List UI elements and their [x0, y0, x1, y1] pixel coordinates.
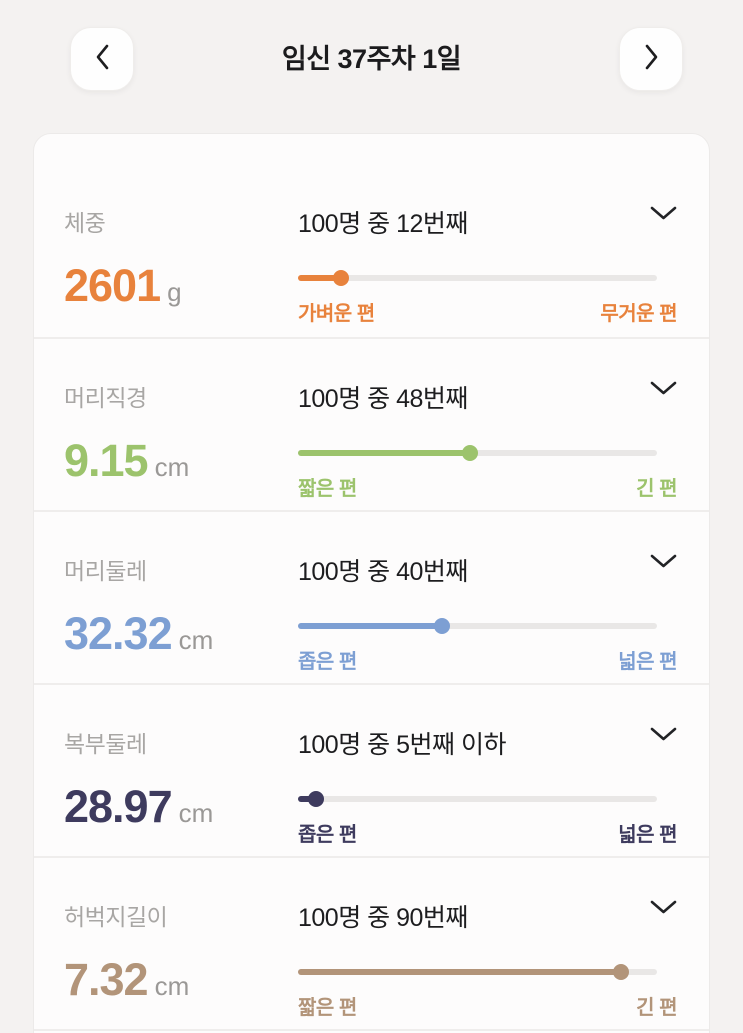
metric-value: 9.15: [64, 435, 149, 486]
scale-left-label: 좁은 편: [298, 824, 357, 846]
metric-unit: cm: [178, 625, 214, 655]
metric-value: 28.97: [64, 781, 173, 832]
percentile-slider: [298, 445, 657, 461]
metric-label: 체중: [64, 210, 106, 236]
chevron-right-icon: [644, 44, 659, 75]
chevron-down-icon: [650, 206, 677, 224]
scale-right-label: 무거운 편: [600, 303, 677, 325]
chevron-down-icon: [650, 900, 677, 918]
slider-track: [298, 275, 657, 281]
percentile-text: 100명 중 40번째: [298, 558, 468, 586]
metric-summary: 머리직경 9.15 cm: [64, 379, 298, 510]
slider-handle: [333, 270, 350, 286]
scale-left-label: 가벼운 편: [298, 303, 375, 325]
percentile-slider: [298, 270, 657, 286]
percentile-text: 100명 중 12번째: [298, 210, 468, 238]
slider-handle: [433, 618, 450, 634]
metric-row-head-diameter: 머리직경 9.15 cm 100명 중 48번째 짧은 편 긴 편: [34, 337, 709, 510]
slider-fill: [298, 275, 342, 281]
metric-row-weight: 체중 2601 g 100명 중 12번째 가벼운 편 무거운 편: [34, 164, 709, 337]
percentile-slider: [298, 618, 657, 634]
percentile-text: 100명 중 48번째: [298, 385, 468, 413]
metric-label: 머리직경: [64, 385, 147, 411]
scale-left-label: 짧은 편: [298, 478, 357, 500]
slider-fill: [298, 623, 442, 629]
percentile-slider: [298, 964, 657, 980]
metric-unit: cm: [178, 798, 214, 828]
metric-summary: 머리둘레 32.32 cm: [64, 552, 298, 683]
scale-right-label: 긴 편: [636, 997, 677, 1019]
expand-button[interactable]: [650, 379, 677, 399]
percentile-text: 100명 중 5번째 이하: [298, 731, 506, 759]
slider-handle: [307, 791, 324, 807]
fetal-measurements-card: 체중 2601 g 100명 중 12번째 가벼운 편 무거운 편 머: [33, 133, 710, 1033]
expand-button[interactable]: [650, 552, 677, 572]
expand-button[interactable]: [650, 204, 677, 224]
metric-label: 복부둘레: [64, 731, 147, 757]
metric-row-abdomen-circumference: 복부둘레 28.97 cm 100명 중 5번째 이하 좁은 편 넓은 편: [34, 683, 709, 856]
chevron-down-icon: [650, 381, 677, 399]
metric-label: 허벅지길이: [64, 904, 168, 930]
metric-unit: cm: [154, 452, 190, 482]
slider-handle: [462, 445, 479, 461]
metric-summary: 허벅지길이 7.32 cm: [64, 898, 298, 1029]
metric-unit: cm: [154, 971, 190, 1001]
expand-button[interactable]: [650, 725, 677, 745]
slider-track: [298, 796, 657, 802]
slider-handle: [613, 964, 630, 980]
expand-button[interactable]: [650, 898, 677, 918]
slider-fill: [298, 450, 471, 456]
next-day-button[interactable]: [619, 27, 683, 91]
slider-fill: [298, 796, 316, 802]
chevron-left-icon: [95, 44, 110, 75]
metric-label: 머리둘레: [64, 558, 147, 584]
chevron-down-icon: [650, 727, 677, 745]
metric-row-thigh-length: 허벅지길이 7.32 cm 100명 중 90번째 짧은 편 긴 편: [34, 856, 709, 1029]
metric-value: 2601: [64, 260, 161, 311]
metric-value: 7.32: [64, 954, 149, 1005]
metric-row-head-circumference: 머리둘레 32.32 cm 100명 중 40번째 좁은 편 넓은 편: [34, 510, 709, 683]
previous-day-button[interactable]: [70, 27, 134, 91]
scale-right-label: 넓은 편: [618, 824, 677, 846]
chevron-down-icon: [650, 554, 677, 572]
slider-fill: [298, 969, 622, 975]
metric-unit: g: [167, 277, 182, 307]
slider-track: [298, 623, 657, 629]
percentile-slider: [298, 791, 657, 807]
percentile-text: 100명 중 90번째: [298, 904, 468, 932]
scale-right-label: 긴 편: [636, 478, 677, 500]
next-section-divider: [34, 1029, 709, 1033]
page-title: 임신 37주차 1일: [281, 44, 462, 74]
metric-summary: 복부둘레 28.97 cm: [64, 725, 298, 856]
metric-summary: 체중 2601 g: [64, 204, 298, 337]
metric-value: 32.32: [64, 608, 173, 659]
week-navigator: 임신 37주차 1일: [0, 27, 743, 91]
scale-left-label: 좁은 편: [298, 651, 357, 673]
scale-right-label: 넓은 편: [618, 651, 677, 673]
scale-left-label: 짧은 편: [298, 997, 357, 1019]
